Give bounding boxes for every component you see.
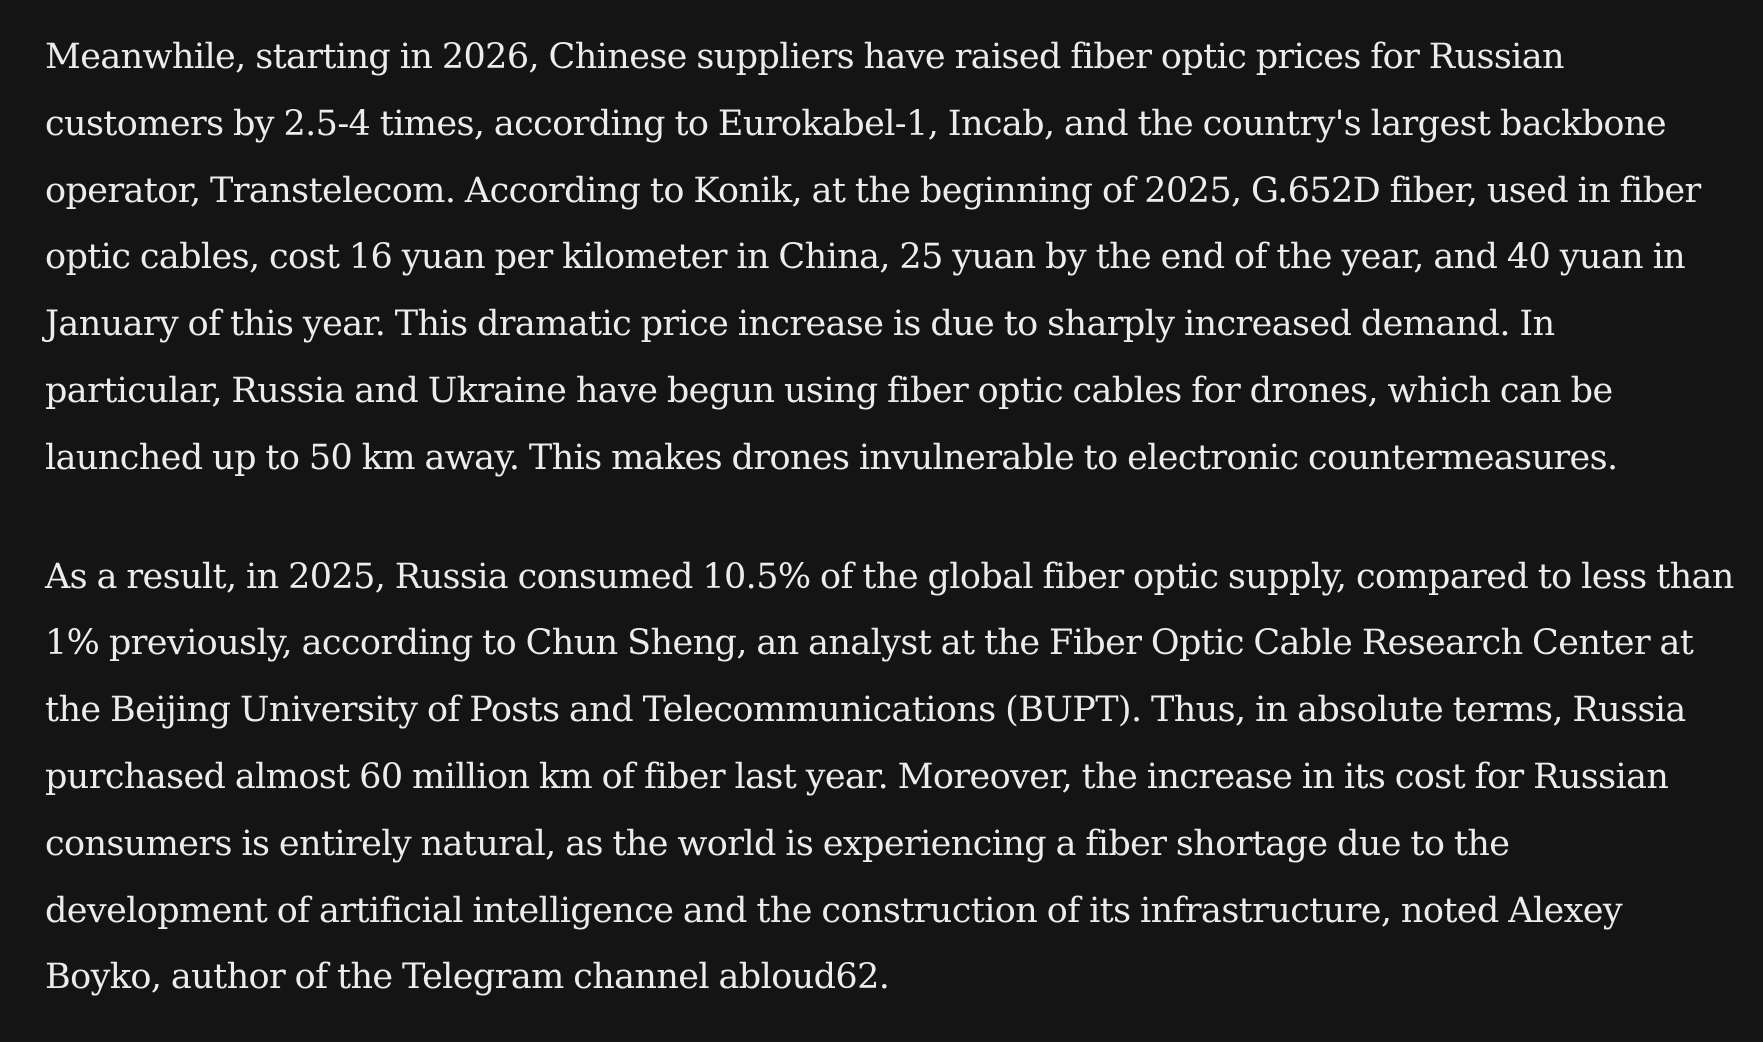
article-body: Meanwhile, starting in 2026, Chinese sup… (45, 24, 1735, 1011)
article-paragraph-2: As a result, in 2025, Russia consumed 10… (45, 556, 1734, 998)
article-paragraph-1: Meanwhile, starting in 2026, Chinese sup… (45, 37, 1701, 478)
